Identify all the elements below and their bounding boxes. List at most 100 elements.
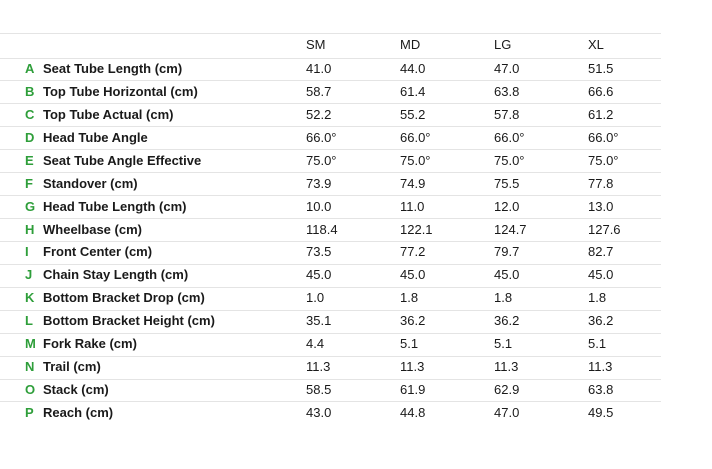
row-value: 11.0 [400, 198, 425, 214]
column-header: XL [588, 37, 604, 52]
row-value: 58.5 [306, 382, 332, 398]
row-label: Seat Tube Angle Effective [43, 152, 202, 168]
row-rule [0, 401, 661, 403]
row-value: 47.0 [494, 404, 520, 420]
row-value: 35.1 [306, 313, 332, 329]
row-label: Top Tube Actual (cm) [43, 106, 174, 122]
row-value: 66.0° [400, 129, 431, 145]
row-rule [0, 80, 661, 82]
row-value: 77.2 [400, 244, 426, 260]
row-value: 73.5 [306, 244, 332, 260]
row-value: 66.0° [494, 129, 525, 145]
row-value: 66.0° [306, 129, 337, 145]
row-label: Wheelbase (cm) [43, 221, 142, 237]
row-value: 5.1 [494, 336, 513, 352]
row-value: 57.8 [494, 106, 520, 122]
row-rule [0, 378, 661, 380]
row-value: 1.8 [588, 290, 607, 306]
row-rule [0, 149, 661, 151]
row-value: 13.0 [588, 198, 614, 214]
row-value: 11.3 [588, 359, 613, 375]
row-value: 44.8 [400, 404, 426, 420]
row-label: Seat Tube Length (cm) [43, 61, 183, 76]
row-value: 51.5 [588, 61, 614, 76]
row-label: Head Tube Angle [43, 129, 148, 145]
row-value: 47.0 [494, 61, 520, 76]
row-value: 66.0° [588, 129, 619, 145]
row-value: 75.0° [588, 152, 619, 168]
column-header: LG [494, 37, 512, 52]
row-label: Fork Rake (cm) [43, 336, 137, 352]
column-header: SM [306, 37, 326, 52]
row-value: 75.0° [400, 152, 431, 168]
row-value: 45.0 [494, 267, 520, 283]
row-value: 63.8 [494, 83, 520, 99]
row-value: 11.3 [400, 359, 425, 375]
row-rule [0, 126, 661, 128]
row-letter: B [25, 83, 35, 99]
row-value: 45.0 [588, 267, 614, 283]
row-label: Front Center (cm) [43, 244, 153, 260]
row-value: 124.7 [494, 221, 527, 237]
row-value: 5.1 [400, 336, 419, 352]
row-label: Trail (cm) [43, 359, 101, 375]
row-value: 61.9 [400, 382, 426, 398]
row-value: 44.0 [400, 61, 426, 76]
row-rule [0, 263, 661, 265]
row-value: 1.0 [306, 290, 325, 306]
row-value: 36.2 [400, 313, 426, 329]
row-value: 41.0 [306, 61, 332, 76]
row-label: Chain Stay Length (cm) [43, 267, 189, 283]
row-value: 43.0 [306, 404, 332, 420]
row-rule [0, 240, 661, 242]
row-value: 75.0° [306, 152, 337, 168]
row-letter: J [25, 267, 33, 283]
row-value: 49.5 [588, 404, 614, 420]
row-label: Head Tube Length (cm) [43, 198, 187, 214]
row-value: 4.4 [306, 336, 325, 352]
row-letter: C [25, 106, 35, 122]
row-value: 11.3 [306, 359, 331, 375]
row-letter: F [25, 175, 33, 191]
row-rule [0, 172, 661, 174]
table-rule [0, 33, 661, 34]
row-letter: G [25, 198, 36, 214]
row-value: 12.0 [494, 198, 520, 214]
row-value: 58.7 [306, 83, 332, 99]
row-value: 36.2 [588, 313, 614, 329]
row-value: 82.7 [588, 244, 614, 260]
row-value: 5.1 [588, 336, 607, 352]
row-label: Standover (cm) [43, 175, 138, 191]
row-rule [0, 332, 661, 334]
row-value: 75.0° [494, 152, 525, 168]
row-rule [0, 57, 661, 59]
row-letter: P [25, 404, 34, 420]
row-value: 45.0 [306, 267, 332, 283]
row-value: 36.2 [494, 313, 520, 329]
row-value: 10.0 [306, 198, 332, 214]
row-letter: D [25, 129, 35, 145]
row-value: 11.3 [494, 359, 519, 375]
row-letter: I [25, 244, 29, 260]
row-value: 75.5 [494, 175, 520, 191]
row-value: 1.8 [494, 290, 513, 306]
row-rule [0, 286, 661, 288]
row-rule [0, 309, 661, 311]
row-value: 127.6 [588, 221, 621, 237]
row-value: 118.4 [306, 221, 338, 237]
row-value: 77.8 [588, 175, 614, 191]
row-label: Top Tube Horizontal (cm) [43, 83, 198, 99]
row-value: 122.1 [400, 221, 433, 237]
row-value: 63.8 [588, 382, 614, 398]
row-rule [0, 195, 661, 197]
row-label: Reach (cm) [43, 404, 114, 420]
column-header: MD [400, 37, 421, 52]
row-letter: M [25, 336, 36, 352]
row-rule [0, 355, 661, 357]
row-value: 61.2 [588, 106, 614, 122]
row-value: 73.9 [306, 175, 332, 191]
row-rule [0, 103, 661, 105]
row-value: 62.9 [494, 382, 520, 398]
row-label: Bottom Bracket Drop (cm) [43, 290, 205, 306]
